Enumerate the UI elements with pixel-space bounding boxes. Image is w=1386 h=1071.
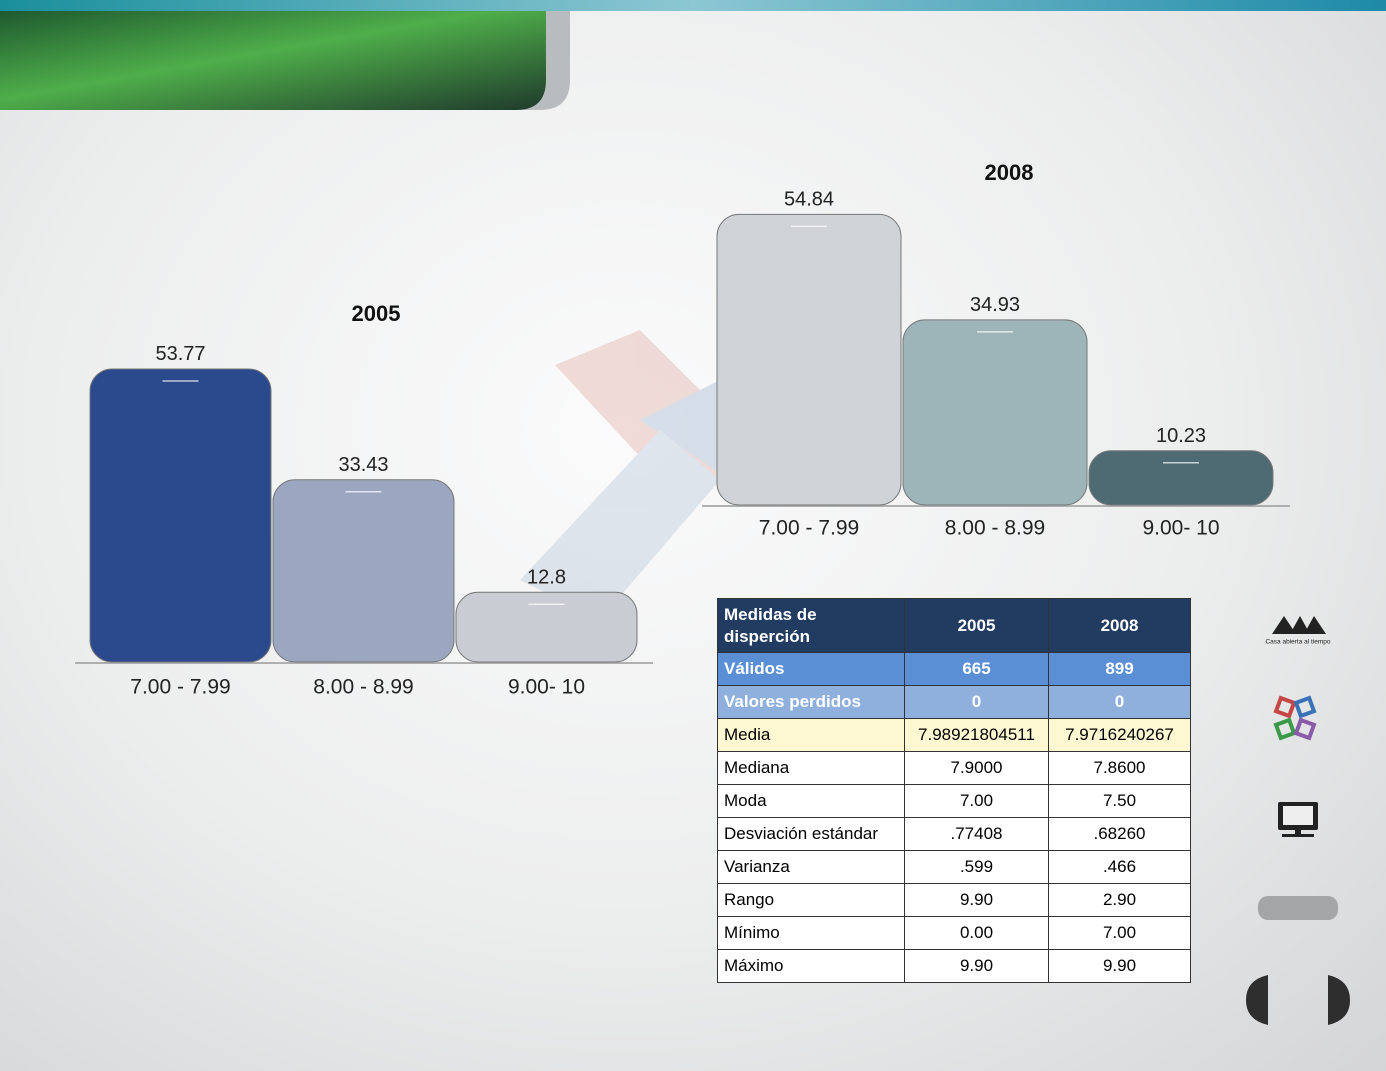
table-cell: 2005 [904,598,1049,653]
table-cell: Moda [717,784,905,818]
table-cell: 9.90 [1048,949,1191,983]
x-tick-label: 8.00 - 8.99 [945,517,1045,540]
table-cell: Válidos [717,652,905,686]
colorful-icon [1273,695,1317,741]
table-cell: Desviación estándar [717,817,905,851]
bar [1088,450,1274,506]
table-cell: 665 [904,652,1049,686]
x-tick-label: 9.00- 10 [508,676,585,699]
table-cell: .77408 [904,817,1049,851]
table-cell: 9.90 [904,883,1049,917]
table-cell: 7.00 [904,784,1049,818]
table-cell: Máximo [717,949,905,983]
table-row: Varianza .599.466 [717,850,1191,884]
table-cell: Media [717,718,905,752]
value-label: 10.23 [1156,425,1206,447]
table-row: Media 7.98921804511 7.9716240267 [717,718,1191,752]
table-cell: 2.90 [1048,883,1191,917]
table-row: Rango 9.90 2.90 [717,883,1191,917]
table-row: Valores perdidos 0 0 [717,685,1191,719]
bar [902,319,1088,506]
table-cell: 0 [1048,685,1191,719]
uam-logo [1272,616,1326,634]
next-button[interactable] [1328,975,1350,1025]
banner [0,11,546,110]
table-row: Válidos 665 899 [717,652,1191,686]
table-cell: .466 [1048,850,1191,884]
bar [89,368,272,663]
x-tick-label: 9.00- 10 [1142,517,1219,540]
menu-button[interactable] [1258,896,1338,920]
value-label: 33.43 [338,454,388,476]
value-label: 34.93 [970,294,1020,316]
logo-text: Casa abierta al tiempo [1265,639,1330,646]
table-cell: 0.00 [904,916,1049,950]
chart-title: 2005 [352,301,401,326]
table-cell: Mínimo [717,916,905,950]
table-row: Moda 7.00 7.50 [717,784,1191,818]
table-cell: 7.98921804511 [904,718,1049,752]
top-bar [0,0,1386,11]
chart-title: 2008 [985,160,1034,185]
table-row: Medidas de disperción 2005 2008 [717,598,1191,653]
value-label: 12.8 [527,567,566,589]
prev-button[interactable] [1246,975,1268,1025]
table-cell: 7.8600 [1048,751,1191,785]
table-row: Desviación estándar .77408.68260 [717,817,1191,851]
bar [272,479,455,663]
value-label: 53.77 [155,343,205,365]
bar [455,591,638,663]
table-cell: Rango [717,883,905,917]
table-cell: 0 [904,685,1049,719]
x-tick-label: 7.00 - 7.99 [759,517,859,540]
x-tick-label: 8.00 - 8.99 [313,676,413,699]
table-row: Mediana 7.9000 7.8600 [717,751,1191,785]
table-cell: Valores perdidos [717,685,905,719]
monitor-icon [1278,802,1318,837]
bar [716,213,902,506]
table-cell: .599 [904,850,1049,884]
dispersion-table: Medidas de disperción 2005 2008 Válidos 665 8… [717,598,1191,983]
table-cell: 9.90 [904,949,1049,983]
table-cell: 7.50 [1048,784,1191,818]
table-cell: 7.9716240267 [1048,718,1191,752]
table-row: Máximo 9.90 9.90 [717,949,1191,983]
table-cell: 899 [1048,652,1191,686]
table-cell: Mediana [717,751,905,785]
table-cell: 7.9000 [904,751,1049,785]
table-cell: Medidas de disperción [717,598,905,653]
table-cell: Varianza [717,850,905,884]
table-row: Mínimo 0.00 7.00 [717,916,1191,950]
value-label: 54.84 [784,189,834,211]
x-tick-label: 7.00 - 7.99 [130,676,230,699]
table-cell: .68260 [1048,817,1191,851]
table-cell: 7.00 [1048,916,1191,950]
table-cell: 2008 [1048,598,1191,653]
